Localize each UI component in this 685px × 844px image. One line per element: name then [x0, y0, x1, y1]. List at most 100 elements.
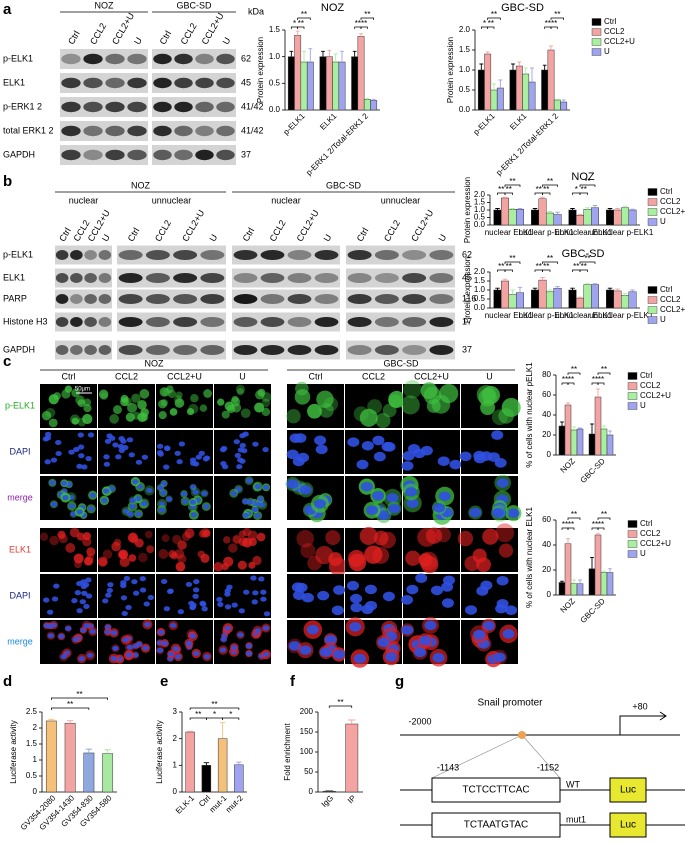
- bar: [83, 752, 95, 793]
- nucleus: [134, 495, 142, 502]
- zoom-line: [521, 734, 561, 779]
- kda-label: 37: [462, 344, 472, 354]
- nucleus: [432, 652, 445, 663]
- nucleus: [239, 433, 246, 439]
- nucleus: [441, 598, 454, 608]
- x-tick-label: IP: [346, 794, 358, 806]
- bar: [102, 753, 114, 793]
- y-tick-label: 80: [542, 370, 551, 379]
- y-tick-label: 0.5: [26, 771, 38, 780]
- cell-stain: [286, 409, 301, 424]
- nucleus: [122, 508, 130, 514]
- cell-stain: [97, 556, 108, 567]
- significance-label: **: [509, 254, 515, 263]
- error-bar: [542, 64, 547, 70]
- x-tick-label: NOZ: [559, 596, 577, 614]
- significance-label: **: [562, 520, 568, 529]
- y-tick-label: 2: [173, 734, 178, 743]
- blot-background: [346, 268, 455, 288]
- bar: [515, 65, 523, 111]
- blot-band: [153, 149, 172, 161]
- bar: [357, 36, 365, 111]
- blot-band: [216, 125, 235, 137]
- cell-stain: [498, 543, 514, 558]
- y-tick-label: 3: [173, 707, 178, 716]
- bar: [570, 429, 578, 456]
- tss-arrow: [619, 711, 667, 735]
- nucleus: [226, 584, 233, 590]
- blot-band: [118, 250, 143, 260]
- bar: [300, 61, 308, 111]
- nucleus: [356, 459, 369, 470]
- cell-stain: [501, 397, 521, 417]
- error-bar: [540, 276, 545, 281]
- bar: [325, 56, 333, 111]
- cell-stain: [140, 413, 149, 422]
- nucleus: [79, 599, 87, 605]
- significance-label: **: [584, 177, 590, 186]
- bar: [294, 35, 302, 111]
- blot-band: [105, 125, 125, 137]
- error-bar: [203, 762, 210, 766]
- cell-stain: [83, 557, 93, 566]
- error-bar: [359, 33, 363, 37]
- sequence-box: [431, 812, 561, 838]
- blot-band: [83, 125, 103, 137]
- nucleus: [74, 590, 82, 596]
- nucleus: [112, 442, 119, 448]
- nucleus: [386, 493, 399, 503]
- y-axis-label: % of cells with nuclear ELK1: [525, 506, 534, 607]
- blot-band: [98, 294, 112, 304]
- y-axis-label: Luciferase activity: [155, 720, 164, 784]
- zoom-line: [431, 734, 523, 779]
- nucleus: [85, 455, 92, 462]
- error-bar: [615, 288, 620, 291]
- blot-band: [374, 273, 399, 283]
- nucleus: [373, 451, 386, 462]
- nucleus: [85, 577, 92, 583]
- nucleus: [125, 652, 133, 658]
- nucleus: [236, 464, 243, 470]
- error-bar: [365, 97, 370, 100]
- blot-background: [60, 49, 148, 69]
- nucleus: [224, 591, 231, 597]
- cell-stain: [359, 526, 378, 546]
- legend-label: CCL2: [640, 529, 661, 538]
- nucleus: [198, 450, 205, 456]
- blot-background: [55, 268, 112, 288]
- blot-band: [145, 294, 170, 304]
- bar: [613, 209, 622, 226]
- blot-background: [152, 145, 236, 165]
- nucleus: [245, 643, 253, 649]
- cell-stain: [161, 534, 170, 543]
- bar: [553, 99, 561, 111]
- column-label: CCL2+U: [167, 371, 202, 381]
- significance-bracket: [222, 717, 240, 720]
- error-bar: [295, 30, 300, 36]
- significance-label: **: [592, 520, 598, 529]
- blot-band: [61, 125, 81, 137]
- y-tick-label: 0: [309, 787, 314, 796]
- nucleus: [365, 600, 378, 611]
- nucleus: [44, 431, 52, 437]
- cell-stain: [119, 556, 130, 568]
- cell-stain: [202, 529, 211, 538]
- blot-band: [429, 345, 454, 355]
- cell-stain: [256, 532, 266, 542]
- cell-stain: [403, 380, 422, 399]
- lane-label: CCL2+U: [409, 208, 435, 243]
- significance-label: *: [575, 185, 578, 194]
- nucleus: [128, 452, 135, 458]
- error-bar: [630, 208, 635, 210]
- blot-band: [216, 53, 235, 65]
- nucleus: [401, 461, 414, 471]
- legend-label: CCL2: [604, 27, 625, 36]
- error-bar: [549, 45, 553, 50]
- row-label: p-ERK1 2: [3, 101, 42, 111]
- nucleus: [254, 483, 262, 490]
- cell-stain: [184, 528, 195, 539]
- blot-band: [70, 273, 83, 283]
- fraction-label: nuclear: [69, 195, 99, 205]
- error-bar: [602, 570, 606, 573]
